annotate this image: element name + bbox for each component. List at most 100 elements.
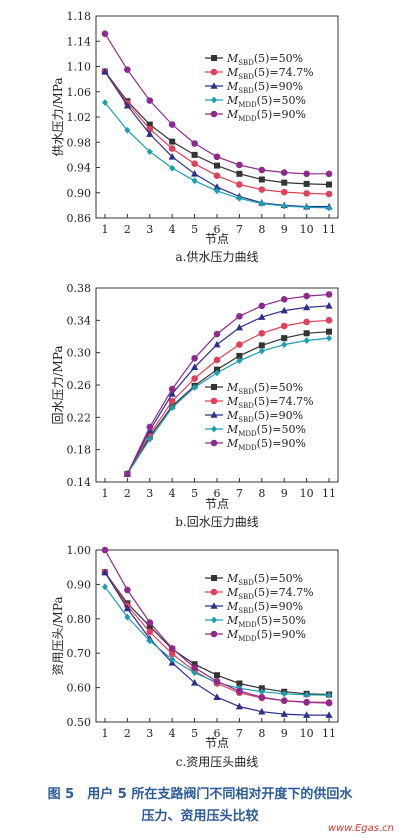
chart-b-xtick-label: 5: [191, 487, 198, 500]
chart-c-series-5-point: [101, 546, 109, 554]
chart-a-series-5-point: [280, 169, 288, 176]
chart-a-ytick-label: 1.02: [67, 111, 92, 124]
chart-b-series-3-point: [280, 306, 288, 314]
chart-b-xtick-label: 1: [101, 487, 108, 500]
chart-b-title: b.回水压力曲线: [175, 515, 259, 529]
chart-c-series-3-point: [280, 710, 288, 717]
chart-b-series-2-point: [280, 322, 288, 330]
chart-b-series-5-point: [258, 302, 266, 310]
chart-a-series-3-point: [213, 183, 221, 190]
chart-b-ytick-label: 0.22: [67, 411, 92, 424]
chart-a-series-2-point: [213, 172, 221, 180]
chart-a-xtick-label: 4: [169, 223, 176, 236]
chart-a-ytick-label: 1.14: [67, 35, 92, 48]
chart-b-legend-marker: [210, 411, 218, 418]
chart-c-xtick-label: 6: [214, 727, 221, 740]
chart-b-legend-label: MMDD(5)=90%: [226, 437, 306, 452]
chart-a-series-4-point: [303, 203, 310, 211]
chart-a-series-4-point: [124, 126, 131, 134]
chart-b-xtick-label: 6: [214, 487, 221, 500]
chart-a-ytick-label: 0.86: [67, 212, 92, 225]
chart-a-legend-marker: [210, 82, 218, 89]
chart-b-xtick-label: 7: [236, 487, 243, 500]
chart-a-series-5-point: [236, 161, 243, 169]
chart-c-ytick-label: 0.60: [67, 682, 92, 695]
chart-c-series-1-point: [191, 661, 198, 668]
chart-c-series-4-point: [101, 583, 108, 591]
chart-c-xtick-label: 11: [322, 727, 336, 740]
chart-c-xtick-label: 9: [281, 727, 288, 740]
chart-a-series-1-point: [146, 121, 153, 128]
chart-c-series-3-point: [213, 693, 221, 701]
chart-a-legend-marker: [211, 55, 217, 61]
chart-a-container: 0.86 0.90 0.94 0.98 1.02 1.06 1.10 1.14 1.18 1 2 3 4…: [0, 0, 400, 268]
chart-b-series-5-point: [236, 312, 243, 320]
chart-b-series-4-point: [191, 384, 198, 391]
chart-b-legend-label: MSBD(5)=74.7%: [226, 395, 314, 410]
chart-a-ytick-label: 1.18: [67, 10, 92, 23]
chart-a-series-5-point: [168, 121, 176, 128]
chart-c-series-2-point: [146, 628, 154, 636]
chart-c-legend-marker: [210, 630, 218, 638]
chart-c-xtick-label: 4: [169, 727, 176, 740]
chart-c-series-3-point: [325, 711, 333, 718]
chart-a-xtick-label: 6: [214, 223, 221, 236]
chart-b-ytick-label: 0.14: [67, 476, 92, 489]
chart-b-legend-label: MSBD(5)=90%: [226, 409, 303, 424]
chart-b-series-5-point: [303, 292, 310, 300]
chart-b-series-3-point: [168, 390, 176, 397]
chart-c-legend-label: MMDD(5)=50%: [226, 614, 306, 629]
chart-a-series-4-point: [236, 195, 243, 202]
chart-b-series-line-2: [126, 319, 330, 475]
chart-a-series-2-point: [258, 186, 266, 193]
chart-a-legend-label: MSBD(5)=50%: [226, 52, 303, 67]
chart-b-series-4-point: [258, 347, 265, 355]
chart-b-legend-marker: [210, 439, 218, 447]
chart-c-legend-marker: [210, 602, 218, 609]
chart-a-ytick-label: 1.10: [67, 61, 92, 74]
chart-a-series-5-point: [124, 66, 131, 73]
chart-a-xtick-label: 7: [236, 223, 243, 236]
chart-c-y-axis-label: 资用压头/MPa: [51, 596, 65, 675]
chart-a-series-1-point: [303, 180, 310, 187]
chart-c-legend-label: MSBD(5)=50%: [226, 572, 303, 587]
chart-b-series-line-5: [126, 293, 330, 475]
chart-c-series-4-point: [169, 655, 176, 663]
chart-a-series-1-point: [169, 138, 176, 145]
chart-a-y-axis-label: 供水压力/MPa: [51, 77, 65, 156]
chart-b-series-4-point: [326, 334, 333, 342]
chart-b-series-3-point: [190, 363, 199, 371]
chart-c-xtick-label: 8: [258, 727, 265, 740]
chart-b-series-5-point: [168, 385, 176, 393]
chart-b-series-line-4: [126, 337, 330, 475]
chart-b-xtick-label: 11: [322, 487, 336, 500]
chart-a-series-3-point: [190, 170, 199, 177]
chart-c-series-3-point: [303, 711, 311, 718]
chart-c-legend-marker: [210, 588, 218, 596]
chart-b-series-1-point: [258, 342, 265, 349]
chart-c-xtick-label: 5: [191, 727, 198, 740]
chart-c-legend-marker: [211, 575, 217, 581]
chart-a-supply-pressure: 0.86 0.90 0.94 0.98 1.02 1.06 1.10 1.14 1.18 1 2 3 4…: [51, 10, 339, 264]
chart-b-ytick-label: 0.18: [67, 444, 92, 457]
chart-b-xtick-label: 2: [124, 487, 131, 500]
chart-c-series-4-point: [146, 637, 153, 645]
chart-b-x-axis-label: 节点: [205, 497, 229, 511]
chart-a-series-4-point: [258, 200, 265, 207]
chart-c-legend-marker: [211, 616, 217, 624]
chart-a-series-5-point: [213, 153, 221, 161]
chart-c-xtick-label: 2: [124, 727, 131, 740]
chart-b-legend-label: MSBD(5)=50%: [226, 381, 303, 396]
chart-b-series-line-1: [126, 331, 330, 475]
chart-b-series-4-point: [303, 337, 310, 344]
chart-b-series-3-point: [258, 313, 266, 320]
chart-c-container: 0.50 0.60 0.70 0.80 0.90 1.00 1 2 3 4 5 6 7 8 9 10 11 节点 资…: [0, 536, 400, 776]
chart-b-series-2-point: [303, 318, 310, 326]
chart-b-series-5-point: [325, 291, 333, 298]
chart-b-ytick-label: 0.26: [67, 379, 92, 392]
chart-a-series-5-point: [258, 166, 266, 174]
chart-a-series-2-point: [236, 181, 243, 188]
chart-c-ytick-label: 0.50: [67, 716, 92, 729]
chart-c-legend-label: MMDD(5)=90%: [226, 628, 306, 643]
chart-a-legend-label: MSBD(5)=90%: [226, 80, 303, 95]
